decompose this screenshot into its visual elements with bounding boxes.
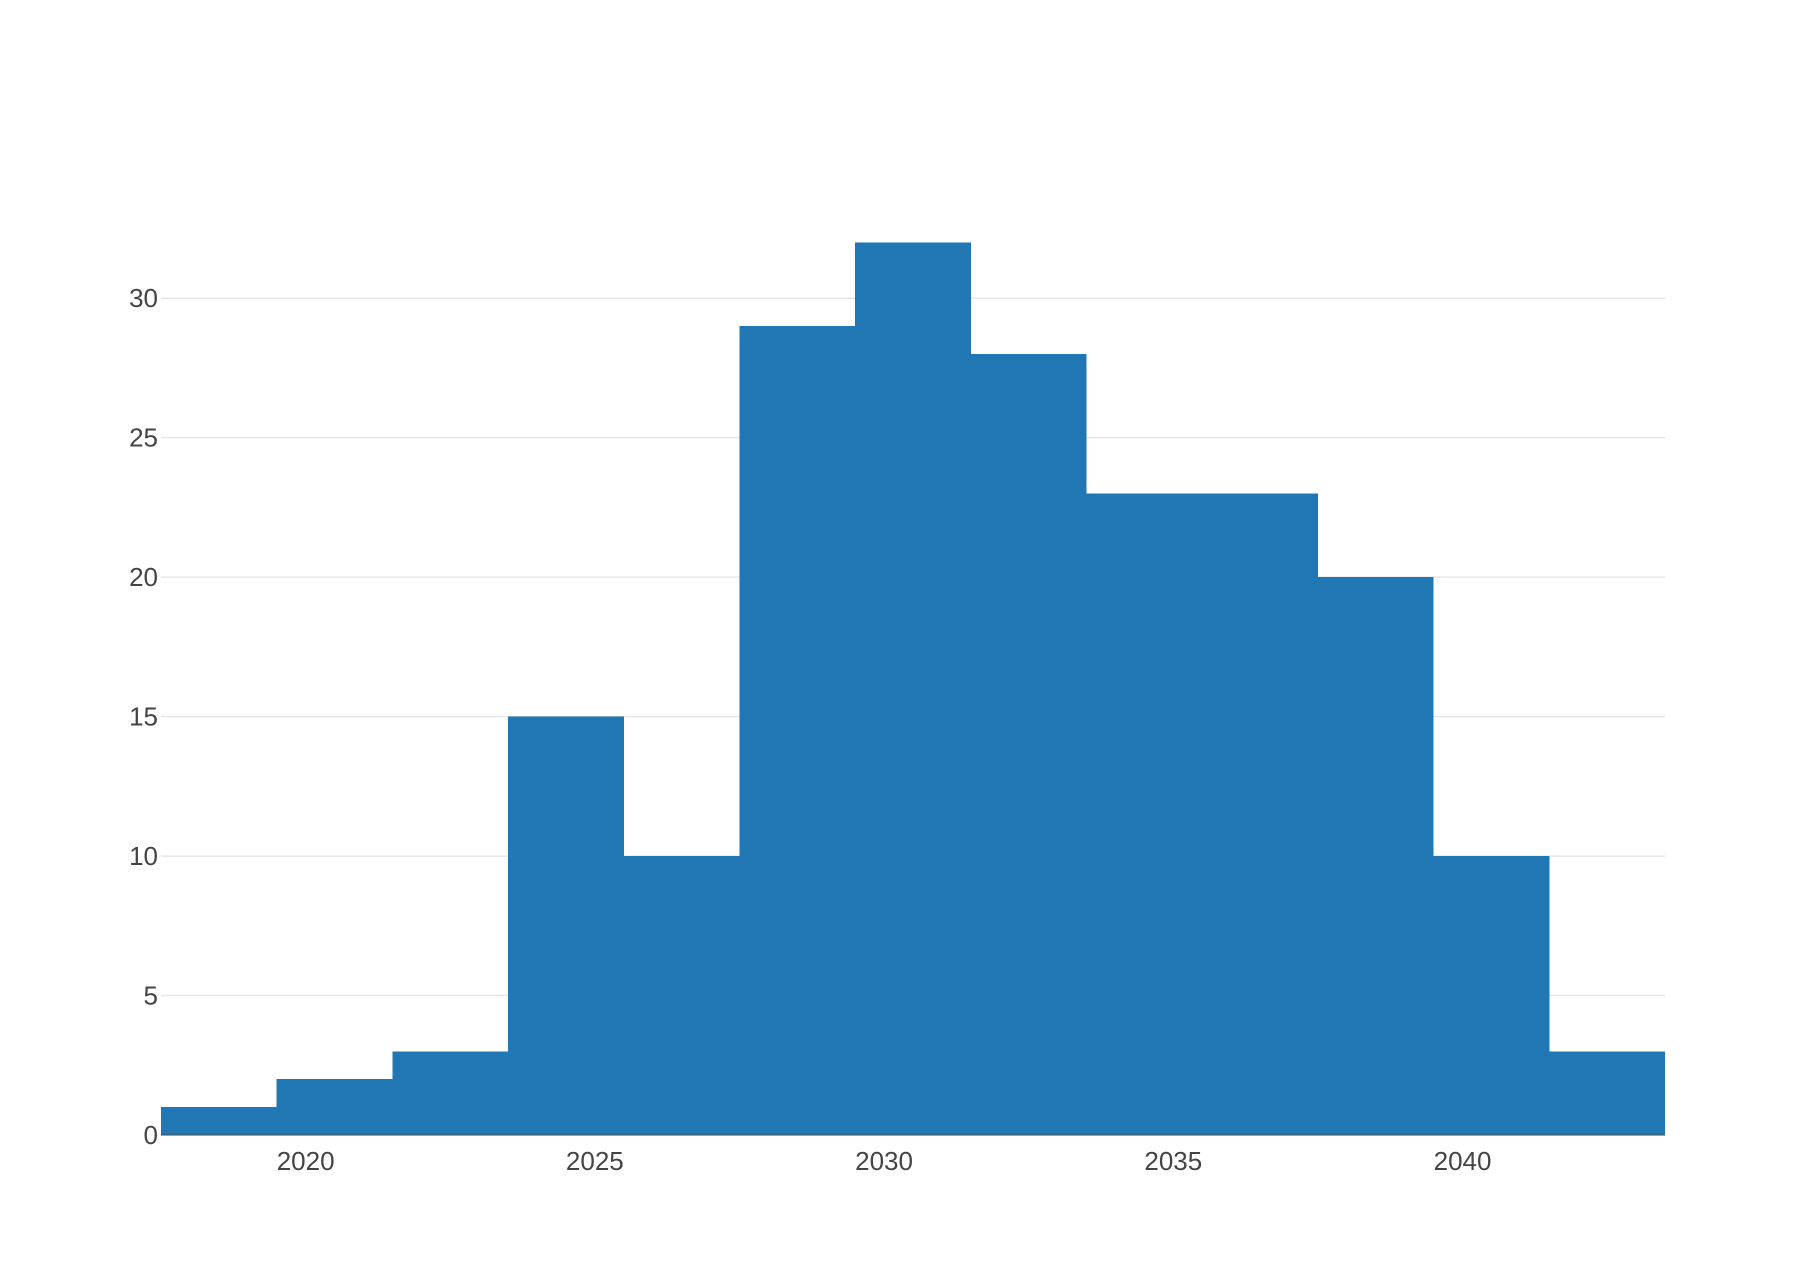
histogram-bar [855,242,971,1135]
y-tick-label: 30 [129,283,158,313]
x-tick-label: 2020 [277,1146,335,1176]
y-tick-label: 10 [129,841,158,871]
y-tick-label: 15 [129,702,158,732]
histogram-bar [1433,856,1550,1135]
y-tick-label: 5 [144,981,158,1011]
histogram-bar [739,326,856,1136]
histogram-bar [276,1079,393,1135]
histogram-bar [1317,577,1434,1135]
histogram-bar [508,716,624,1135]
x-tick-label: 2030 [855,1146,913,1176]
y-axis: 0 5 10 15 20 25 30 [129,283,158,1150]
x-tick-label: 2035 [1144,1146,1202,1176]
x-tick-label: 2040 [1434,1146,1492,1176]
histogram-bar [623,856,740,1135]
x-axis: 2020 2025 2030 2035 2040 [161,1134,1665,1176]
histogram-bar [1086,493,1203,1135]
histogram-bar [161,1107,277,1135]
y-tick-label: 0 [144,1120,158,1150]
y-tick-label: 25 [129,423,158,453]
histogram-bar [1202,493,1318,1135]
x-tick-label: 2025 [566,1146,624,1176]
y-tick-label: 20 [129,562,158,592]
histogram-bar [392,1051,509,1135]
histogram-bar [970,353,1087,1135]
histogram-bar [1549,1051,1665,1135]
histogram-bars [161,242,1665,1136]
